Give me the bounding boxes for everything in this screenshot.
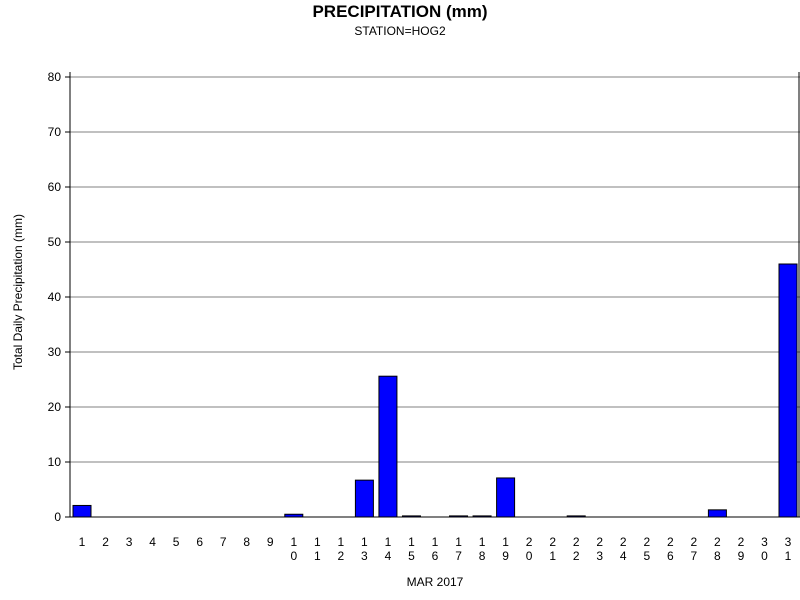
x-tick-label-22-digit-2: 2	[573, 549, 580, 563]
x-tick-label-29-digit-2: 9	[738, 549, 745, 563]
x-tick-label-17-digit-2: 7	[455, 549, 462, 563]
x-tick-label-16-digit-2: 6	[432, 549, 439, 563]
x-tick-label-4: 4	[149, 535, 156, 549]
y-tick-label-20: 20	[48, 400, 62, 414]
x-tick-label-5: 5	[173, 535, 180, 549]
x-tick-label-21-digit-1: 2	[549, 535, 556, 549]
y-tick-labels: 0 10 20 30 40 50 60 70 80	[48, 70, 62, 524]
grid-lines	[70, 76, 800, 463]
x-tick-label-17-digit-1: 1	[455, 535, 462, 549]
x-tick-label-14-digit-1: 1	[385, 535, 392, 549]
y-tick-label-70: 70	[48, 125, 62, 139]
x-tick-label-28-digit-2: 8	[714, 549, 721, 563]
x-tick-label-31-digit-1: 3	[785, 535, 792, 549]
x-tick-label-15-digit-2: 5	[408, 549, 415, 563]
x-tick-label-13-digit-1: 1	[361, 535, 368, 549]
y-tick-label-30: 30	[48, 345, 62, 359]
bar-day-14	[378, 375, 398, 518]
x-tick-label-12-digit-1: 1	[338, 535, 345, 549]
bar-day-13	[354, 479, 374, 518]
x-tick-label-1: 1	[79, 535, 86, 549]
x-tick-label-25-digit-1: 2	[643, 535, 650, 549]
x-tick-label-23-digit-1: 2	[596, 535, 603, 549]
x-tick-label-28-digit-1: 2	[714, 535, 721, 549]
x-tick-label-25-digit-2: 5	[643, 549, 650, 563]
x-tick-label-22-digit-1: 2	[573, 535, 580, 549]
x-tick-label-29-digit-1: 2	[738, 535, 745, 549]
x-tick-label-8: 8	[243, 535, 250, 549]
x-tick-label-6: 6	[196, 535, 203, 549]
x-tick-label-18-digit-1: 1	[479, 535, 486, 549]
y-tick-label-0: 0	[54, 510, 61, 524]
x-tick-label-24-digit-2: 4	[620, 549, 627, 563]
bar-day-19	[496, 477, 516, 518]
x-tick-label-11-digit-1: 1	[314, 535, 321, 549]
x-tick-label-21-digit-2: 1	[549, 549, 556, 563]
x-tick-label-31-digit-2: 1	[785, 549, 792, 563]
bars-group	[72, 263, 798, 518]
bar-day-31	[778, 263, 798, 518]
x-tick-label-10-digit-2: 0	[290, 549, 297, 563]
chart-subtitle: STATION=HOG2	[354, 24, 446, 38]
y-tick-label-80: 80	[48, 70, 62, 84]
x-axis-label: MAR 2017	[407, 575, 464, 589]
x-tick-label-30-digit-1: 3	[761, 535, 768, 549]
x-tick-label-12-digit-2: 2	[338, 549, 345, 563]
x-tick-label-19-digit-1: 1	[502, 535, 509, 549]
x-tick-label-24-digit-1: 2	[620, 535, 627, 549]
y-axis-label: Total Daily Precipitation (mm)	[11, 214, 25, 370]
x-tick-label-7: 7	[220, 535, 227, 549]
x-tick-label-23-digit-2: 3	[596, 549, 603, 563]
x-tick-label-20-digit-2: 0	[526, 549, 533, 563]
y-tick-label-60: 60	[48, 180, 62, 194]
axes-group	[65, 72, 800, 518]
x-tick-label-3: 3	[126, 535, 133, 549]
x-tick-label-2: 2	[102, 535, 109, 549]
x-tick-label-30-digit-2: 0	[761, 549, 768, 563]
y-tick-label-10: 10	[48, 455, 62, 469]
y-tick-label-40: 40	[48, 290, 62, 304]
x-tick-label-27-digit-1: 2	[691, 535, 698, 549]
x-tick-label-19-digit-2: 9	[502, 549, 509, 563]
x-tick-label-9: 9	[267, 535, 274, 549]
x-tick-label-11-digit-2: 1	[314, 549, 321, 563]
x-tick-label-13-digit-2: 3	[361, 549, 368, 563]
x-tick-label-20-digit-1: 2	[526, 535, 533, 549]
x-tick-label-14-digit-2: 4	[385, 549, 392, 563]
x-tick-label-27-digit-2: 7	[691, 549, 698, 563]
bar-day-1	[72, 504, 92, 518]
x-tick-label-18-digit-2: 8	[479, 549, 486, 563]
y-tick-label-50: 50	[48, 235, 62, 249]
chart-title: PRECIPITATION (mm)	[312, 2, 487, 21]
x-tick-label-15-digit-1: 1	[408, 535, 415, 549]
bar-day-28	[707, 509, 727, 518]
x-tick-label-16-digit-1: 1	[432, 535, 439, 549]
x-tick-label-26-digit-1: 2	[667, 535, 674, 549]
x-tick-label-26-digit-2: 6	[667, 549, 674, 563]
x-tick-labels: 1 2 3 4 5 6 7 8 9 1011121314151617181920212223242…	[79, 535, 792, 563]
x-tick-label-10-digit-1: 1	[290, 535, 297, 549]
